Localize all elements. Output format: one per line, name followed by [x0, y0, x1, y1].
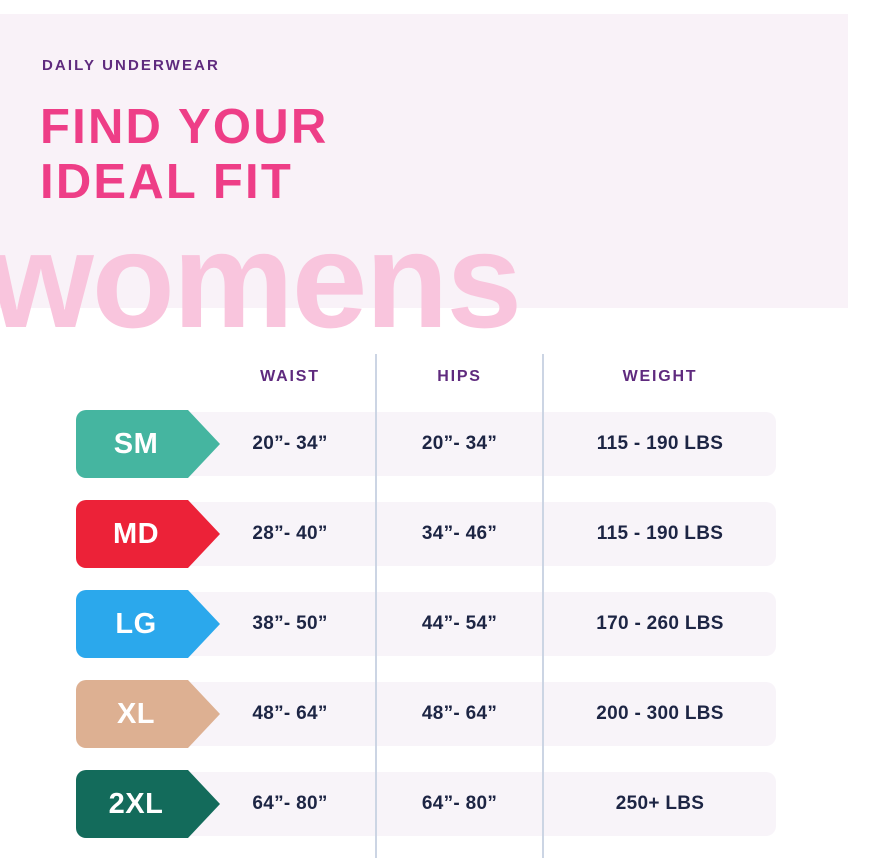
watermark-text: womens	[0, 204, 522, 356]
table-column-headers: WAIST HIPS WEIGHT	[0, 368, 870, 402]
size-tag-sm: SM	[76, 410, 220, 478]
cell-waist: 28”- 40”	[252, 523, 328, 544]
size-tag-xl: XL	[76, 680, 220, 748]
eyebrow-text: DAILY UNDERWEAR	[42, 57, 220, 74]
table-row: LG 38”- 50” 44”- 54” 170 - 260 LBS	[0, 590, 870, 680]
table-rows: SM 20”- 34” 20”- 34” 115 - 190 LBS MD 28”- 40…	[0, 410, 870, 858]
size-tag-lg: LG	[76, 590, 220, 658]
cell-weight: 115 - 190 LBS	[596, 433, 724, 454]
column-header-weight: WEIGHT	[622, 368, 698, 385]
table-row: XL 48”- 64” 48”- 64” 200 - 300 LBS	[0, 680, 870, 770]
header-band: DAILY UNDERWEAR FIND YOUR IDEAL FIT	[0, 14, 848, 308]
cell-waist: 48”- 64”	[252, 703, 328, 724]
cell-hips: 44”- 54”	[421, 613, 498, 634]
cell-hips: 48”- 64”	[421, 703, 498, 724]
cell-weight: 115 - 190 LBS	[596, 523, 724, 544]
table-row: SM 20”- 34” 20”- 34” 115 - 190 LBS	[0, 410, 870, 500]
table-row: 2XL 64”- 80” 64”- 80” 250+ LBS	[0, 770, 870, 858]
cell-waist: 38”- 50”	[252, 613, 328, 634]
cell-waist: 20”- 34”	[252, 433, 328, 454]
table-row: MD 28”- 40” 34”- 46” 115 - 190 LBS	[0, 500, 870, 590]
size-tag-2xl: 2XL	[76, 770, 220, 838]
cell-weight: 250+ LBS	[615, 793, 705, 814]
column-header-hips: HIPS	[437, 368, 482, 385]
page-title: FIND YOUR IDEAL FIT	[40, 100, 329, 209]
column-header-waist: WAIST	[260, 368, 320, 385]
cell-hips: 64”- 80”	[421, 793, 498, 814]
size-table: WAIST HIPS WEIGHT SM 20”- 34” 20”- 34” 115 …	[0, 352, 870, 858]
cell-weight: 170 - 260 LBS	[596, 613, 724, 634]
column-divider-waist-hips	[375, 354, 377, 858]
cell-waist: 64”- 80”	[252, 793, 328, 814]
cell-hips: 34”- 46”	[421, 523, 498, 544]
cell-weight: 200 - 300 LBS	[596, 703, 724, 724]
column-divider-hips-weight	[542, 354, 544, 858]
cell-hips: 20”- 34”	[421, 433, 498, 454]
size-tag-md: MD	[76, 500, 220, 568]
